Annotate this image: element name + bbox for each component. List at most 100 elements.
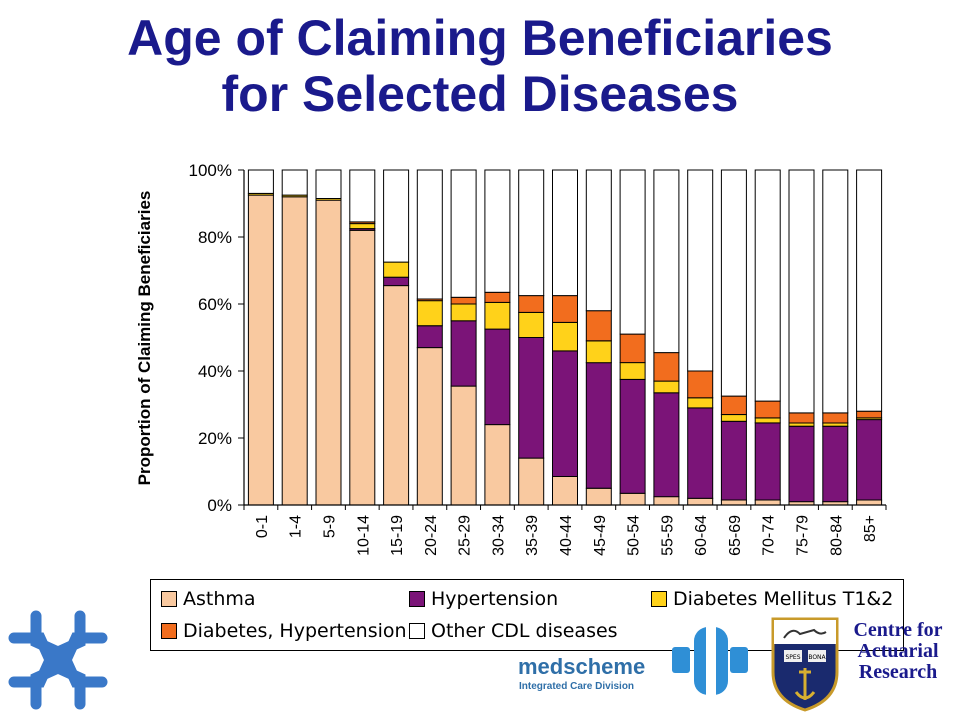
bar-segment-other-cdl-diseases-40-44 <box>552 169 578 297</box>
bar-segment-hypertension-50-54 <box>619 378 646 494</box>
legend-label-hypertension: Hypertension <box>431 588 559 610</box>
x-tick-label-35-39: 35-39 <box>524 515 541 556</box>
bar-segment-diabetes-mellitus-t1-2-45-49 <box>585 340 612 364</box>
bar-segment-asthma-85+ <box>856 499 883 506</box>
bar-segment-other-cdl-diseases-85+ <box>856 169 883 412</box>
legend-item-diabetes-mellitus: Diabetes Mellitus T1&2 <box>651 588 893 610</box>
bar-segment-diabetes-hypertension-45-49 <box>585 310 612 342</box>
bar-group <box>247 169 883 506</box>
x-tick-label-50-54: 50-54 <box>626 515 643 556</box>
legend-item-other-cdl: Other CDL diseases <box>409 620 618 642</box>
bar-segment-hypertension-30-34 <box>484 328 511 426</box>
bar-segment-diabetes-hypertension-30-34 <box>484 291 511 303</box>
y-tick-label-20pct: 20% <box>198 429 232 448</box>
bar-segment-diabetes-hypertension-25-29 <box>450 296 477 305</box>
x-tick-label-0-1: 0-1 <box>254 515 271 538</box>
bar-segment-asthma-45-49 <box>585 487 612 506</box>
medscheme-symbol-icon <box>672 627 748 695</box>
bar-segment-diabetes-mellitus-t1-2-65-69 <box>720 414 747 422</box>
bar-segment-other-cdl-diseases-55-59 <box>653 169 680 354</box>
bar-segment-other-cdl-diseases-25-29 <box>450 169 477 298</box>
bar-segment-asthma-5-9 <box>315 199 342 506</box>
bar-segment-other-cdl-diseases-65-69 <box>720 169 747 397</box>
x-tick-label-80-84: 80-84 <box>828 515 845 556</box>
bar-segment-hypertension-65-69 <box>720 420 747 501</box>
bar-segment-other-cdl-diseases-0-1 <box>247 169 274 194</box>
bar-segment-other-cdl-diseases-5-9 <box>315 169 342 199</box>
x-tick-label-45-49: 45-49 <box>592 515 609 556</box>
y-axis-label: Proportion of Claiming Beneficiaries <box>135 191 154 486</box>
bar-segment-other-cdl-diseases-50-54 <box>619 169 646 335</box>
crest-motto-left: SPES <box>785 654 800 661</box>
legend-item-diabetes-hypertension: Diabetes, Hypertension <box>161 620 407 642</box>
bar-segment-asthma-30-34 <box>484 424 511 506</box>
university-crest-icon: SPES BONA <box>771 617 839 712</box>
bar-segment-diabetes-mellitus-t1-2-60-64 <box>687 397 714 409</box>
bar-segment-diabetes-hypertension-65-69 <box>720 395 747 416</box>
bar-segment-diabetes-hypertension-60-64 <box>687 370 714 399</box>
bar-segment-diabetes-hypertension-35-39 <box>518 295 545 313</box>
bar-segment-asthma-35-39 <box>518 457 545 506</box>
car-line-1: Centre for <box>853 619 943 641</box>
bar-segment-asthma-40-44 <box>552 476 578 506</box>
legend-swatch-other-cdl <box>409 623 425 639</box>
bar-segment-diabetes-mellitus-t1-2-70-74 <box>754 417 781 424</box>
bar-segment-asthma-55-59 <box>653 496 680 506</box>
car-line-3: Research <box>858 661 938 683</box>
x-tick-label-65-69: 65-69 <box>727 515 744 556</box>
bar-segment-diabetes-mellitus-t1-2-10-14 <box>349 223 376 230</box>
x-tick-label-1-4: 1-4 <box>288 515 305 538</box>
medscheme-name: medscheme <box>518 654 646 679</box>
bar-segment-other-cdl-diseases-15-19 <box>383 169 410 263</box>
bar-segment-other-cdl-diseases-60-64 <box>687 169 714 372</box>
bar-segment-hypertension-15-19 <box>383 276 410 287</box>
legend-label-diabetes-hypertension: Diabetes, Hypertension <box>183 620 407 642</box>
bar-segment-other-cdl-diseases-10-14 <box>349 169 376 223</box>
y-tick-label-60pct: 60% <box>198 295 232 314</box>
x-tick-label-40-44: 40-44 <box>558 515 575 556</box>
legend-item-asthma: Asthma <box>161 588 256 610</box>
x-tick-label-55-59: 55-59 <box>659 515 676 556</box>
bar-segment-hypertension-85+ <box>856 419 883 501</box>
bar-segment-diabetes-mellitus-t1-2-35-39 <box>518 311 545 338</box>
bar-segment-diabetes-mellitus-t1-2-50-54 <box>619 362 646 380</box>
legend-label-diabetes-mellitus: Diabetes Mellitus T1&2 <box>673 588 894 610</box>
bar-segment-diabetes-hypertension-85+ <box>856 410 883 419</box>
crest-motto-right: BONA <box>808 654 826 661</box>
legend-swatch-diabetes-mellitus <box>651 591 667 607</box>
car-line-2: Actuarial <box>857 640 939 662</box>
bar-segment-asthma-60-64 <box>687 497 714 506</box>
legend-swatch-asthma <box>161 591 177 607</box>
bar-segment-diabetes-mellitus-t1-2-15-19 <box>383 261 410 278</box>
bar-segment-asthma-20-24 <box>416 347 443 506</box>
y-tick-label-100pct: 100% <box>189 161 232 180</box>
bar-segment-asthma-65-69 <box>720 499 747 506</box>
y-tick-label-0pct: 0% <box>207 496 232 515</box>
legend-item-hypertension: Hypertension <box>409 588 558 610</box>
medscheme-division: Integrated Care Division <box>519 681 635 692</box>
bar-segment-other-cdl-diseases-20-24 <box>416 169 443 300</box>
bar-segment-hypertension-55-59 <box>653 392 680 498</box>
legend-swatch-hypertension <box>409 591 425 607</box>
bar-segment-other-cdl-diseases-30-34 <box>484 169 511 293</box>
x-tick-label-60-64: 60-64 <box>693 515 710 556</box>
slide-title-line-2: for Selected Diseases <box>221 66 739 122</box>
bar-segment-hypertension-70-74 <box>754 422 781 501</box>
bar-segment-other-cdl-diseases-75-79 <box>788 169 815 414</box>
bar-segment-hypertension-35-39 <box>518 337 545 459</box>
bar-segment-diabetes-hypertension-55-59 <box>653 352 680 382</box>
bar-segment-asthma-70-74 <box>754 499 781 506</box>
bar-segment-other-cdl-diseases-1-4 <box>281 169 308 196</box>
bar-segment-other-cdl-diseases-70-74 <box>754 169 781 402</box>
y-tick-label-80pct: 80% <box>198 228 232 247</box>
bar-segment-diabetes-mellitus-t1-2-40-44 <box>552 321 578 352</box>
slide-title-line-1: Age of Claiming Beneficiaries <box>127 10 833 66</box>
x-tick-label-25-29: 25-29 <box>457 515 474 556</box>
x-tick-label-85+: 85+ <box>862 515 879 542</box>
bar-segment-diabetes-hypertension-75-79 <box>788 412 815 424</box>
bar-segment-other-cdl-diseases-80-84 <box>822 169 849 414</box>
bar-segment-asthma-10-14 <box>349 229 376 506</box>
x-tick-label-75-79: 75-79 <box>795 515 812 556</box>
x-tick-label-15-19: 15-19 <box>389 515 406 556</box>
stacked-bar-chart: 0-1 1-4 5-9 10-14 15-19 20-24 25-29 30-34 35-39 4… <box>135 161 887 556</box>
